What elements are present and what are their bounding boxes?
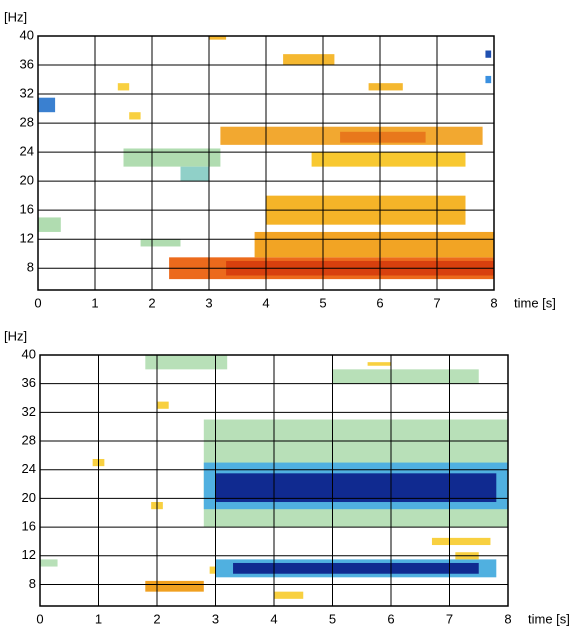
- heat-cell: [283, 54, 335, 66]
- y-tick-label: 40: [22, 346, 36, 361]
- y-tick-label: 24: [20, 144, 34, 159]
- y-tick-label: 12: [20, 231, 34, 246]
- x-tick-label: 8: [490, 295, 497, 310]
- x-tick-label: 4: [270, 611, 277, 626]
- y-tick-label: 40: [20, 27, 34, 42]
- x-tick-label: 5: [319, 295, 326, 310]
- x-tick-label: 0: [36, 611, 43, 626]
- x-tick-label: 0: [34, 295, 41, 310]
- x-tick-label: 4: [262, 295, 269, 310]
- y-tick-label: 24: [22, 461, 36, 476]
- heat-cell: [367, 362, 391, 366]
- x-tick-label: 2: [148, 295, 155, 310]
- y-tick-label: 36: [20, 56, 34, 71]
- y-tick-label: 8: [27, 260, 34, 275]
- y-axis-label: [Hz]: [4, 9, 27, 24]
- x-tick-label: 7: [433, 295, 440, 310]
- heat-cell: [123, 148, 221, 167]
- heat-cell: [215, 473, 497, 503]
- x-tick-label: 7: [446, 611, 453, 626]
- plot-frame: [39, 354, 509, 607]
- x-tick-label: 2: [153, 611, 160, 626]
- y-tick-label: 32: [20, 85, 34, 100]
- heat-cell: [209, 36, 227, 40]
- heat-cell: [254, 231, 494, 258]
- x-tick-label: 3: [212, 611, 219, 626]
- y-tick-label: 32: [22, 404, 36, 419]
- heat-cell: [368, 83, 403, 91]
- y-axis-label: [Hz]: [4, 328, 27, 343]
- heat-cell: [117, 83, 130, 91]
- y-tick-label: 12: [22, 547, 36, 562]
- x-tick-label: 1: [91, 295, 98, 310]
- heat-cell: [38, 217, 61, 232]
- heat-cell: [485, 75, 492, 84]
- heat-cell: [38, 97, 56, 113]
- plot-frame: [37, 35, 495, 291]
- y-tick-label: 20: [22, 490, 36, 505]
- heat-cell: [140, 239, 181, 247]
- heat-cell: [340, 131, 426, 143]
- y-tick-label: 16: [20, 202, 34, 217]
- y-tick-label: 28: [22, 432, 36, 447]
- heat-cell: [129, 112, 141, 120]
- x-axis-label: time [s]: [514, 295, 556, 310]
- heat-cell: [431, 537, 491, 546]
- x-tick-label: 5: [329, 611, 336, 626]
- heat-cell: [40, 559, 58, 567]
- heat-cell: [180, 166, 209, 182]
- y-tick-label: 8: [29, 576, 36, 591]
- x-tick-label: 1: [95, 611, 102, 626]
- heat-cell: [145, 355, 228, 370]
- heat-cell: [332, 369, 479, 384]
- heat-cell: [145, 580, 204, 592]
- x-tick-label: 8: [504, 611, 511, 626]
- y-tick-label: 36: [22, 375, 36, 390]
- heat-cell: [274, 591, 304, 599]
- y-tick-label: 28: [20, 115, 34, 130]
- x-tick-label: 6: [387, 611, 394, 626]
- heat-cell: [311, 152, 466, 167]
- x-tick-label: 3: [205, 295, 212, 310]
- heat-cell: [157, 401, 169, 409]
- y-tick-label: 20: [20, 173, 34, 188]
- y-tick-label: 16: [22, 519, 36, 534]
- heat-cell: [485, 50, 492, 58]
- x-axis-label: time [s]: [528, 611, 570, 626]
- x-tick-label: 6: [376, 295, 383, 310]
- heat-cell: [209, 566, 216, 574]
- heat-cell: [233, 562, 479, 574]
